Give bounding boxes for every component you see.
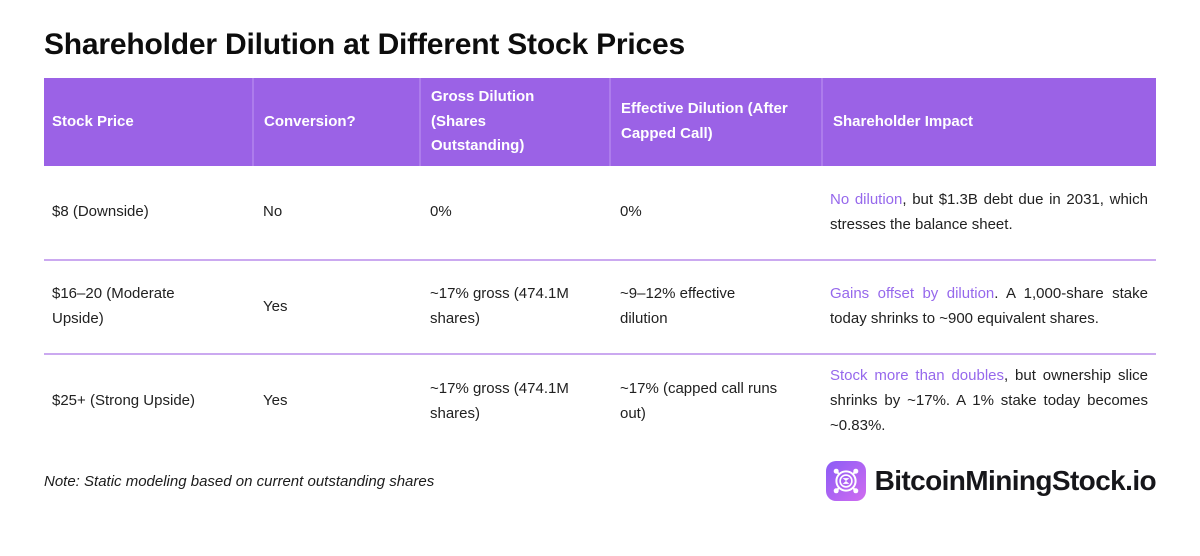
column-header-shareholder-impact: Shareholder Impact <box>821 78 1156 166</box>
impact-highlight: Stock more than doubles <box>830 367 1005 385</box>
dilution-table: Stock Price Conversion? Gross Dilution (… <box>44 78 1156 448</box>
impact-highlight: No dilution <box>830 190 903 208</box>
cell-effective-dilution: 0% <box>620 203 642 221</box>
brand-wordmark: BitcoinMiningStock.io <box>874 465 1157 496</box>
cell-stock-price: $16–20 (Moderate Upside) <box>44 259 253 354</box>
table-row: $16–20 (Moderate Upside) Yes ~17% gross … <box>44 259 1156 354</box>
cell-effective-dilution: ~9–12% effective dilution <box>610 259 822 354</box>
column-header-effective-dilution: Effective Dilution (After Capped Call) <box>609 78 822 166</box>
cell-gross-dilution: ~17% gross (474.1M shares) <box>420 353 610 448</box>
table-row: $8 (Downside) No 0% 0% No dilution, but … <box>44 166 1156 260</box>
cell-stock-price: $25+ (Strong Upside) <box>44 353 253 448</box>
cell-gross-dilution: ~17% gross (474.1M shares) <box>420 259 610 354</box>
cell-shareholder-impact: Stock more than doubles, but ownership s… <box>822 353 1156 448</box>
impact-highlight: Gains offset by dilution <box>830 285 995 303</box>
cell-gross-dilution: 0% <box>430 203 452 221</box>
column-header-stock-price: Stock Price <box>44 78 253 166</box>
table-header-row: Stock Price Conversion? Gross Dilution (… <box>44 78 1156 166</box>
impact-text: , but ownership slice shrinks by ~17%. A… <box>830 367 1148 434</box>
footer: Note: Static modeling based on current o… <box>44 461 1157 501</box>
cell-shareholder-impact: Gains offset by dilution. A 1,000-share … <box>822 259 1156 354</box>
infographic-page: Shareholder Dilution at Different Stock … <box>0 28 1200 501</box>
cell-conversion: Yes <box>253 259 420 354</box>
impact-text: , but $1.3B debt due in 2031, which stre… <box>830 190 1148 233</box>
cell-conversion: No <box>263 203 283 221</box>
column-header-gross-dilution: Gross Dilution (Shares Outstanding) <box>419 78 610 166</box>
cell-shareholder-impact: No dilution, but $1.3B debt due in 2031,… <box>822 166 1156 260</box>
cell-effective-dilution: ~17% (capped call runs out) <box>610 353 822 448</box>
table-row: $25+ (Strong Upside) Yes ~17% gross (474… <box>44 353 1156 448</box>
column-header-conversion: Conversion? <box>252 78 420 166</box>
impact-text: . A 1,000-share stake today shrinks to ~… <box>830 285 1148 327</box>
cell-stock-price: $8 (Downside) <box>52 203 149 221</box>
miner-fan-icon <box>825 461 866 501</box>
brand-lockup: BitcoinMiningStock.io <box>825 461 1157 501</box>
page-title: Shareholder Dilution at Different Stock … <box>44 28 685 61</box>
cell-conversion: Yes <box>253 353 420 448</box>
footnote: Note: Static modeling based on current o… <box>44 472 435 490</box>
